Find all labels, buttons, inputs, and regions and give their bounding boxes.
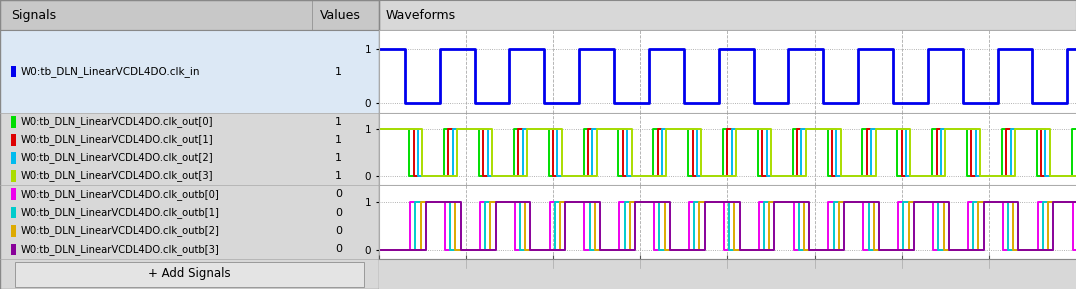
Bar (12, 170, 16, 182)
Text: 1: 1 (336, 117, 342, 127)
Text: W0:tb_DLN_LinearVCDL4DO.clk_in: W0:tb_DLN_LinearVCDL4DO.clk_in (20, 66, 200, 77)
Text: W0:tb_DLN_LinearVCDL4DO.clk_outb[3]: W0:tb_DLN_LinearVCDL4DO.clk_outb[3] (20, 244, 220, 255)
Text: 1: 1 (336, 153, 342, 163)
Bar (379, 185, 1076, 259)
Text: 0: 0 (336, 208, 342, 218)
Text: + Add Signals: + Add Signals (148, 267, 230, 280)
Bar (12, 134, 16, 146)
Bar (0, 30, 379, 113)
Text: W0:tb_DLN_LinearVCDL4DO.clk_outb[0]: W0:tb_DLN_LinearVCDL4DO.clk_outb[0] (20, 189, 220, 200)
Bar (12, 207, 16, 218)
Text: W0:tb_DLN_LinearVCDL4DO.clk_outb[1]: W0:tb_DLN_LinearVCDL4DO.clk_outb[1] (20, 207, 220, 218)
Text: W0:tb_DLN_LinearVCDL4DO.clk_out[0]: W0:tb_DLN_LinearVCDL4DO.clk_out[0] (20, 116, 213, 127)
Bar (15, 262, 364, 287)
Text: 1: 1 (336, 66, 342, 77)
Text: Waveforms: Waveforms (385, 9, 456, 22)
Text: 1: 1 (336, 135, 342, 145)
Bar (12, 152, 16, 164)
Bar (12, 188, 16, 200)
Bar (12, 116, 16, 127)
Text: 0: 0 (336, 244, 342, 254)
Bar (0, 0, 379, 30)
Bar (12, 244, 16, 255)
Bar (12, 225, 16, 237)
Text: W0:tb_DLN_LinearVCDL4DO.clk_out[2]: W0:tb_DLN_LinearVCDL4DO.clk_out[2] (20, 152, 213, 163)
Text: 1: 1 (336, 171, 342, 181)
Bar (12, 66, 16, 77)
Text: 0: 0 (336, 189, 342, 199)
Text: Signals: Signals (12, 9, 56, 22)
Bar (379, 113, 1076, 185)
Text: 0: 0 (336, 226, 342, 236)
Text: Values: Values (320, 9, 360, 22)
Text: W0:tb_DLN_LinearVCDL4DO.clk_outb[2]: W0:tb_DLN_LinearVCDL4DO.clk_outb[2] (20, 226, 220, 236)
Bar (379, 30, 1076, 113)
Text: W0:tb_DLN_LinearVCDL4DO.clk_out[3]: W0:tb_DLN_LinearVCDL4DO.clk_out[3] (20, 171, 213, 181)
Text: W0:tb_DLN_LinearVCDL4DO.clk_out[1]: W0:tb_DLN_LinearVCDL4DO.clk_out[1] (20, 134, 213, 145)
